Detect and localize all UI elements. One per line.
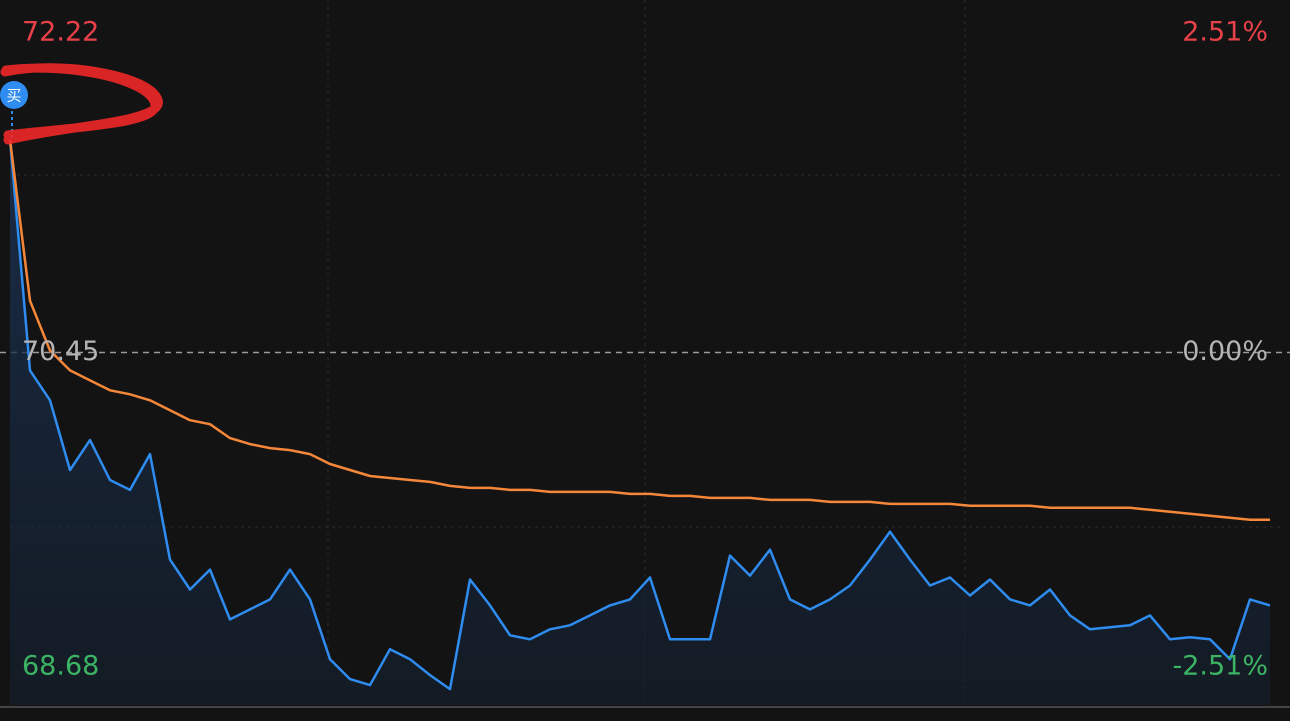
axis-labels: 68.68 70.45 72.22 -2.51% 0.00% 2.51% (22, 17, 1268, 682)
hand-drawn-circle (0, 63, 163, 145)
y2-tick-label: -2.51% (1172, 651, 1268, 682)
y-tick-label: 72.22 (22, 17, 99, 48)
y2-tick-label: 0.00% (1182, 336, 1268, 367)
y-tick-label: 68.68 (22, 651, 99, 682)
buy-marker (0, 81, 28, 109)
price-area (10, 139, 1270, 705)
buy-marker-label: 买 (6, 87, 21, 105)
average-line (8, 139, 1270, 522)
plot-area (0, 139, 1290, 705)
y2-tick-label: 2.51% (1182, 17, 1268, 48)
price-line (8, 139, 1271, 691)
y-tick-label: 70.45 (22, 336, 99, 367)
grid (10, 0, 1280, 705)
